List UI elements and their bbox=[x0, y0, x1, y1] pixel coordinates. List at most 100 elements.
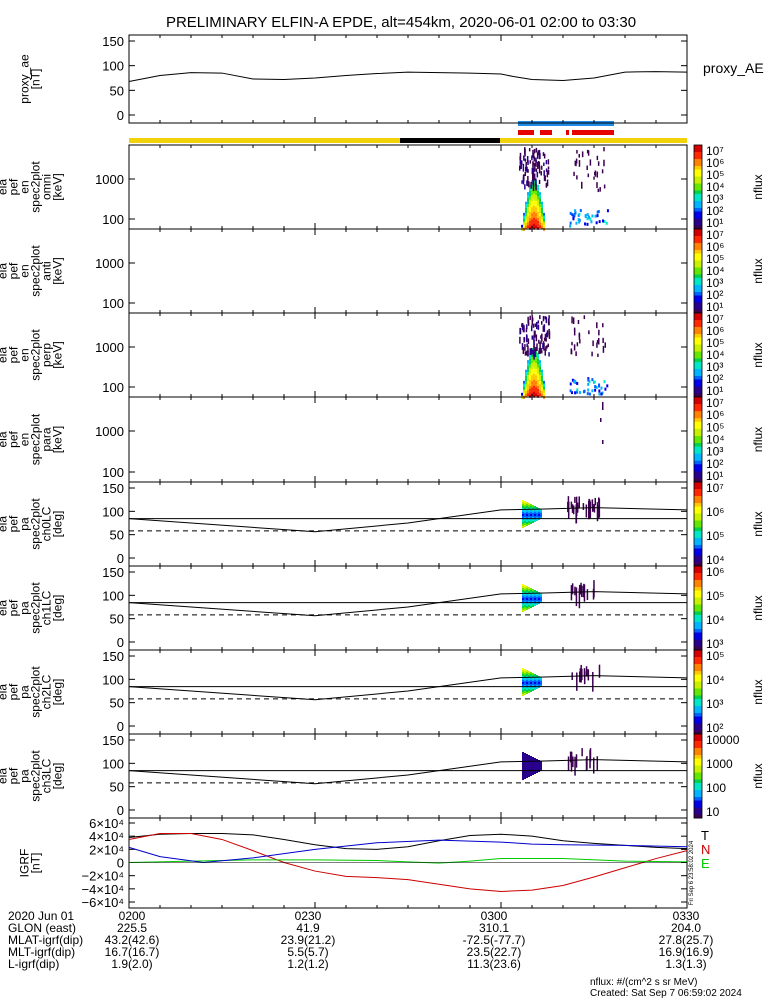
spectrogram-cell bbox=[530, 600, 532, 602]
y-tick-label: 100 bbox=[102, 380, 124, 395]
spectrogram-cell bbox=[544, 334, 547, 342]
spectrogram-cell bbox=[585, 757, 588, 772]
spectrogram-cell bbox=[528, 771, 530, 773]
spectrogram-cell bbox=[567, 496, 570, 507]
spectrogram-cell bbox=[586, 222, 589, 226]
spectrogram-cell bbox=[528, 601, 530, 603]
spectrogram-cell bbox=[541, 375, 543, 379]
spectrogram-cell bbox=[578, 153, 580, 158]
colorbar-segment bbox=[694, 772, 702, 777]
spectrogram-cell bbox=[536, 675, 538, 677]
spectrogram-cell bbox=[526, 768, 528, 770]
spectrogram-cell bbox=[522, 692, 524, 694]
spectrogram-cell bbox=[575, 587, 578, 607]
spectrogram-cell bbox=[522, 762, 524, 764]
colorbar-segment bbox=[694, 559, 702, 563]
spectrogram-cell bbox=[574, 209, 577, 213]
colorbar-tick-label: 10⁴ bbox=[706, 180, 725, 194]
spectrogram-cell bbox=[524, 669, 526, 671]
spectrogram-cell bbox=[536, 685, 538, 687]
spectrogram-cell bbox=[533, 373, 535, 377]
footer-value: 23.5(22.7) bbox=[466, 945, 522, 959]
spectrogram-cell bbox=[530, 588, 532, 590]
spectrogram-cell bbox=[537, 367, 539, 371]
spectrogram-cell bbox=[528, 677, 530, 679]
spectrogram-cell bbox=[529, 370, 531, 374]
spectrogram-cell bbox=[536, 769, 538, 771]
colorbar-segment bbox=[694, 699, 702, 703]
spectrogram-cell bbox=[528, 521, 530, 523]
spectrogram-cell bbox=[524, 681, 526, 683]
spectrogram-cell bbox=[524, 171, 527, 177]
spectrogram-cell bbox=[524, 765, 526, 767]
spectrogram-cell bbox=[596, 756, 599, 771]
colorbar-segment bbox=[694, 180, 702, 184]
spectrogram-cell bbox=[578, 391, 581, 395]
spectrogram-cell bbox=[540, 511, 542, 513]
panel-frame bbox=[128, 817, 688, 909]
spectrogram-cell bbox=[548, 331, 551, 339]
spectrogram-cell bbox=[536, 679, 538, 681]
colorbar-segment bbox=[694, 176, 702, 181]
spectrogram-cell bbox=[528, 599, 530, 601]
spectrogram-cell bbox=[537, 358, 539, 362]
spectrogram-cell bbox=[531, 349, 534, 354]
colorbar-tick-label: 10³ bbox=[706, 445, 723, 459]
spectrogram-cell bbox=[532, 685, 534, 687]
spectrogram-cell bbox=[536, 507, 538, 509]
spectrogram-cell bbox=[527, 338, 530, 345]
spectrogram-cell bbox=[524, 591, 526, 593]
spectrogram-cell bbox=[528, 687, 530, 689]
spectrogram-cell bbox=[599, 187, 601, 192]
panel-label-line: ela bbox=[0, 347, 10, 363]
colorbar-segment bbox=[694, 492, 702, 497]
spectrogram-cell bbox=[524, 605, 526, 607]
spectrogram-cell bbox=[527, 363, 529, 367]
spectrogram-cell bbox=[597, 161, 600, 166]
spectrogram-cell bbox=[527, 322, 530, 326]
spectrogram-cell bbox=[528, 513, 530, 515]
spectrogram-cell bbox=[535, 210, 537, 214]
spectrogram-cell bbox=[519, 336, 521, 344]
spectrogram-cell bbox=[534, 600, 536, 602]
spectrogram-cell bbox=[535, 184, 537, 191]
colorbar-segment bbox=[694, 534, 702, 539]
colorbar-segment bbox=[694, 552, 702, 556]
footer-value: 16.7(16.7) bbox=[104, 945, 160, 959]
spectrogram-cell bbox=[524, 509, 526, 511]
spectrogram-cell bbox=[534, 758, 536, 760]
spectrogram-cell bbox=[589, 217, 592, 221]
colorbar-segment bbox=[694, 734, 702, 738]
spectrogram-cell bbox=[525, 387, 527, 391]
y-tick-label: 50 bbox=[110, 696, 124, 711]
colorbar-label: nflux bbox=[751, 679, 765, 704]
spectrogram-cell bbox=[528, 683, 530, 685]
panel-label-line: ela bbox=[0, 516, 10, 532]
spectrogram-cell bbox=[538, 600, 540, 602]
spectrogram-cell bbox=[600, 392, 603, 396]
spectrogram-cell bbox=[537, 196, 539, 200]
spectrogram-cell bbox=[547, 166, 550, 170]
spectrogram-cell bbox=[524, 687, 526, 689]
spectrogram-cell bbox=[526, 692, 528, 694]
footer-value: -72.5(-77.7) bbox=[462, 933, 526, 947]
spectrogram-cell bbox=[543, 389, 545, 393]
colorbar-segment bbox=[694, 288, 702, 293]
spectrogram-cell bbox=[522, 774, 524, 776]
spectrogram-cell bbox=[522, 606, 524, 608]
spectrogram-cell bbox=[533, 358, 535, 362]
spectrogram-cell bbox=[531, 222, 533, 226]
spectrogram-cell bbox=[526, 678, 528, 680]
spectrogram-1 bbox=[519, 147, 609, 231]
pitch-angle-spectrogram-6 bbox=[522, 580, 595, 612]
colorbar-segment bbox=[694, 730, 702, 735]
spectrogram-cell bbox=[536, 761, 538, 763]
spectrogram-cell bbox=[535, 225, 537, 229]
spectrogram-cell bbox=[578, 212, 581, 216]
spectrogram-cell bbox=[531, 192, 533, 196]
spectrogram-cell bbox=[589, 501, 591, 513]
colorbar-segment bbox=[694, 211, 702, 216]
